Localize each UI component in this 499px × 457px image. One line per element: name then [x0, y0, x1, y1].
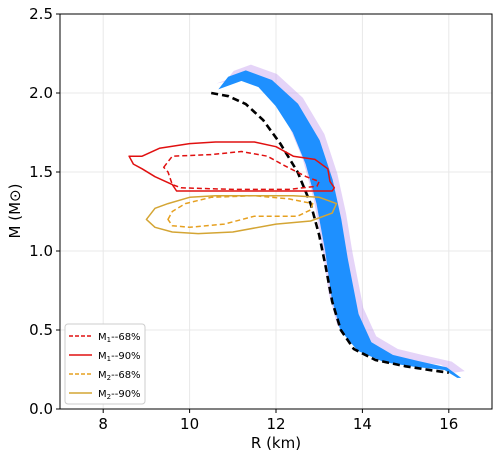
legend-name-main: M	[98, 332, 107, 343]
eos-posterior-band	[216, 64, 465, 378]
series-layer	[128, 91, 449, 374]
y-tick-label: 2.5	[29, 5, 53, 23]
contour-m1-68-	[162, 150, 320, 191]
x-tick-label: 14	[353, 415, 372, 433]
y-tick-label: 2.0	[29, 84, 53, 102]
x-tick-label: 10	[180, 415, 199, 433]
legend-name-sub: 1	[107, 355, 111, 363]
mean-mass-radius-curve	[210, 91, 449, 374]
contour-m2-68-	[167, 194, 314, 229]
y-axis-ticks: 0.0 0.5 1.0 1.5 2.0 2.5	[29, 5, 60, 418]
x-axis-label: R (km)	[251, 434, 301, 452]
legend: M1--68%M1--90%M2--68%M2--90%	[64, 323, 146, 405]
legend-entry: M2--68%	[98, 370, 141, 382]
contour-m1-90-	[128, 141, 336, 192]
legend-name-sub: 1	[107, 336, 111, 344]
legend-name-main: M	[98, 370, 107, 381]
x-axis-ticks: 8 10 12 14 16	[98, 409, 458, 433]
legend-name-sub: 2	[107, 393, 111, 401]
legend-name-sub: 2	[107, 374, 111, 382]
legend-name-rest: --68%	[111, 332, 140, 343]
legend-name-main: M	[98, 389, 107, 400]
y-tick-label: 1.5	[29, 163, 53, 181]
legend-entry: M2--90%	[98, 389, 141, 401]
legend-entry: M1--90%	[98, 351, 141, 363]
contour-m2-90-	[145, 194, 338, 235]
legend-name-rest: --90%	[111, 351, 140, 362]
x-tick-label: 8	[98, 415, 108, 433]
eos-band-core	[218, 70, 462, 378]
y-tick-label: 0.0	[29, 400, 53, 418]
y-tick-label: 0.5	[29, 321, 53, 339]
y-tick-label: 1.0	[29, 242, 53, 260]
legend-name-rest: --68%	[111, 370, 140, 381]
x-tick-label: 16	[439, 415, 458, 433]
legend-name-rest: --90%	[111, 389, 140, 400]
y-axis-label: M (M⊙)	[6, 184, 24, 239]
legend-entry: M1--68%	[98, 332, 141, 344]
x-tick-label: 12	[266, 415, 285, 433]
legend-name-main: M	[98, 351, 107, 362]
legend-box	[64, 323, 146, 405]
